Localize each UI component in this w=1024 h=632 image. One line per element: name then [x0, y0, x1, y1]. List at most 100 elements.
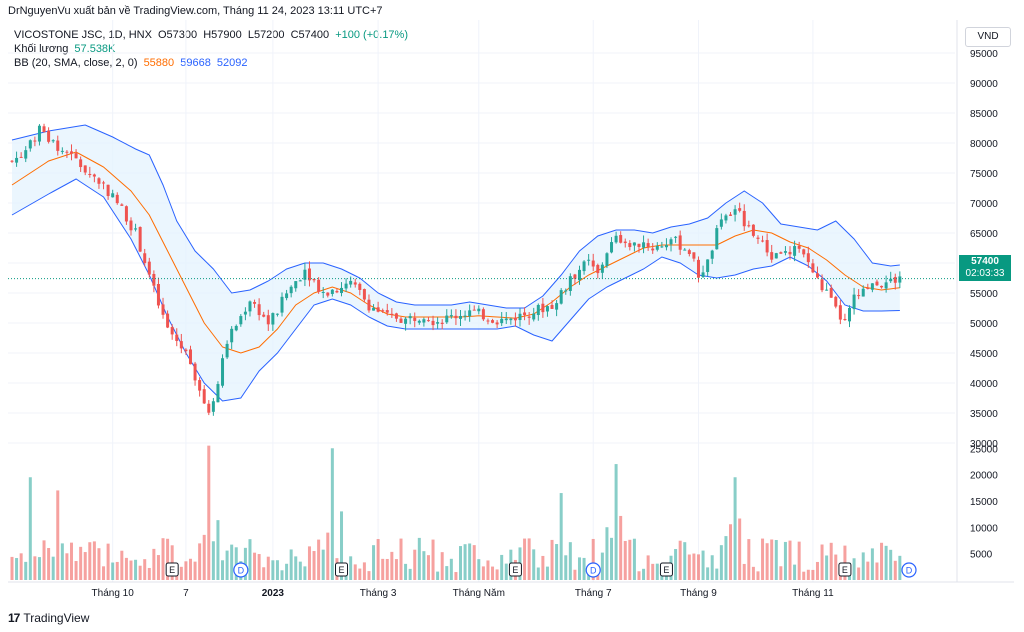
volume-bar [436, 571, 440, 580]
candle-body [587, 259, 591, 261]
earnings-marker-icon[interactable] [838, 562, 852, 577]
volume-bar [889, 549, 893, 580]
candle-body [344, 283, 348, 289]
earnings-marker-icon[interactable] [508, 562, 522, 577]
volume-bar [280, 570, 284, 580]
volume-bar [257, 554, 261, 580]
candle-body [468, 310, 472, 317]
earnings-marker-icon[interactable] [335, 562, 349, 577]
volume-bar [719, 545, 723, 580]
candle-body [674, 236, 678, 238]
candle-body [898, 276, 902, 283]
candle-body [280, 296, 284, 313]
candle-body [857, 295, 861, 297]
candle-body [779, 252, 783, 254]
currency-selector[interactable]: VND [965, 27, 1011, 47]
dividend-marker-icon[interactable] [233, 562, 249, 578]
candle-body [440, 322, 444, 324]
candle-body [459, 315, 462, 319]
legend-bb-row[interactable]: BB (20, SMA, close, 2, 0) 55880 59668 52… [14, 57, 250, 69]
volume-bar [605, 527, 609, 580]
dividend-marker-icon[interactable] [901, 562, 917, 578]
candle-body [788, 251, 792, 255]
last-price-value: 57400 [971, 256, 999, 267]
volume-bar [317, 539, 321, 580]
candle-body [829, 287, 833, 298]
candle-body [97, 178, 101, 184]
volume-bar [880, 542, 884, 580]
volume-bar [19, 553, 23, 580]
candle-body [79, 159, 83, 168]
dividend-marker-icon[interactable] [585, 562, 601, 578]
volume-bar [10, 556, 14, 580]
candle-body [848, 308, 852, 322]
volume-bar [381, 558, 385, 580]
candle-body [74, 153, 78, 159]
volume-bar [779, 566, 783, 580]
volume-bar [431, 539, 435, 580]
volume-bar [747, 539, 751, 580]
candle-body [83, 165, 87, 173]
earnings-marker-label: E [842, 565, 848, 575]
volume-bar [198, 543, 202, 580]
volume-bar [367, 571, 371, 580]
volume-bar [120, 550, 124, 580]
legend-bb-upper: 59668 [180, 57, 211, 69]
candle-body [56, 140, 60, 151]
candle-body [88, 173, 92, 175]
candle-body [24, 150, 28, 159]
candle-body [179, 341, 183, 349]
candle-body [884, 282, 888, 289]
candle-body [111, 193, 115, 198]
earnings-marker-icon[interactable] [165, 562, 179, 577]
legend-volume-row[interactable]: Khối lượng 57.538K [14, 43, 118, 55]
price-axis-label: 65000 [970, 229, 998, 240]
candle-body [275, 313, 279, 315]
candle-body [564, 290, 568, 292]
price-axis-label: 90000 [970, 79, 998, 90]
candle-body [257, 304, 261, 316]
candle-body [761, 240, 765, 242]
candle-body [161, 304, 165, 315]
volume-bar [463, 544, 467, 580]
volume-bar [454, 572, 458, 580]
volume-bar [600, 552, 604, 580]
volume-bar [248, 539, 252, 580]
candle-body [102, 182, 106, 184]
earnings-marker-label: E [169, 565, 175, 575]
candle-body [774, 253, 778, 259]
volume-bar [577, 557, 581, 580]
candle-body [477, 308, 481, 312]
candle-body [642, 242, 646, 248]
brand-text: TradingView [23, 611, 90, 625]
volume-bar [696, 554, 700, 580]
candle-body [426, 320, 430, 322]
volume-bar [623, 540, 627, 580]
volume-bar [738, 518, 742, 580]
volume-bar [234, 547, 238, 580]
volume-bar [527, 538, 531, 580]
candle-body [175, 334, 179, 341]
candle-body [362, 289, 366, 300]
candle-body [69, 151, 73, 154]
volume-bar [761, 538, 765, 580]
candle-body [504, 318, 508, 321]
volume-bar [834, 554, 838, 580]
volume-bar [733, 477, 737, 580]
candle-body [610, 242, 614, 253]
candle-body [138, 226, 142, 252]
legend-volume-label: Khối lượng [14, 43, 69, 55]
candle-body [738, 208, 742, 211]
volume-bar [60, 543, 64, 580]
tradingview-brand[interactable]: 17 TradingView [8, 611, 89, 625]
earnings-marker-icon[interactable] [659, 562, 673, 577]
volume-bar [820, 544, 824, 580]
legend-symbol[interactable]: VICOSTONE JSC, 1D, HNX [14, 29, 152, 41]
price-axis-label: 30000 [970, 439, 998, 450]
candle-body [573, 274, 577, 279]
candle-body [747, 225, 751, 227]
candle-body [381, 310, 385, 312]
volume-bar [147, 567, 151, 580]
volume-bar [156, 555, 160, 580]
